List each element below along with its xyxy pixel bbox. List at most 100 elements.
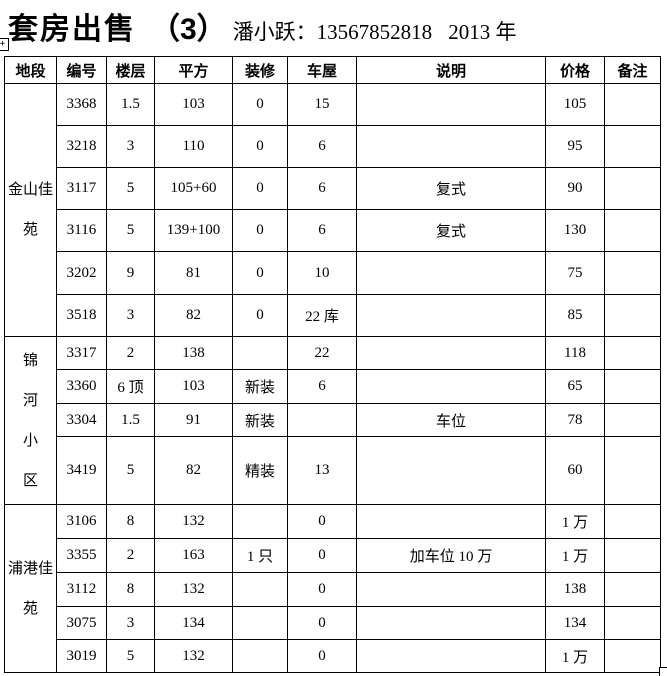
- cell-remark: [604, 336, 661, 370]
- cell-number: 3360: [56, 369, 107, 404]
- cell-description: [356, 436, 546, 505]
- cell-area: 132: [154, 504, 233, 539]
- table-row: 浦港佳 苑 3106 8 132 0 1 万: [4, 504, 661, 673]
- cell-floor: 8: [106, 504, 155, 539]
- table-row: 锦 河 小 区 3317 2 138 22 118: [4, 336, 661, 505]
- cell-price: 1 万: [545, 504, 605, 539]
- cell-garage: 0: [287, 639, 357, 673]
- cell-decoration: 0: [232, 251, 288, 295]
- cell-number: 3218: [56, 125, 107, 168]
- cell-location: 锦 河 小 区: [4, 336, 57, 505]
- cell-remark: [604, 504, 661, 539]
- cell-number: 3304: [56, 403, 107, 437]
- cell-description: [356, 83, 546, 126]
- cell-description: [356, 125, 546, 168]
- cell-decoration: 新装: [232, 369, 288, 404]
- cell-garage: 6: [287, 369, 357, 404]
- cell-decoration: 0: [232, 167, 288, 210]
- table-move-handle[interactable]: +: [0, 38, 9, 51]
- table-row: 3218 3 110 0 6 95: [5, 125, 661, 168]
- cell-area: 134: [154, 606, 233, 640]
- cell-price: 1 万: [545, 639, 605, 673]
- cell-area: 105+60: [154, 167, 233, 210]
- cell-price: 60: [545, 436, 605, 505]
- cell-area: 82: [154, 294, 233, 337]
- cell-garage: 0: [287, 606, 357, 640]
- cell-remark: [604, 125, 661, 168]
- cell-remark: [604, 294, 661, 337]
- cell-floor: 3: [106, 606, 155, 640]
- cell-decoration: [232, 504, 288, 539]
- cell-garage: [287, 403, 357, 437]
- cell-garage: 22: [287, 336, 357, 370]
- cell-floor: 1.5: [106, 83, 155, 126]
- cell-number: 3116: [56, 209, 107, 252]
- cell-area: 139+100: [154, 209, 233, 252]
- header-row: 地段 编号 楼层 平方 装修 车屋 说明 价格 备注: [4, 56, 661, 84]
- cell-area: 110: [154, 125, 233, 168]
- cell-floor: 8: [106, 572, 155, 607]
- cell-remark: [604, 572, 661, 607]
- title-agent-phone: 潘小跃：13567852818: [232, 20, 433, 44]
- document-title: 套房出售 （3） 潘小跃：13567852818 2013 年: [8, 4, 516, 48]
- cell-area: 132: [154, 572, 233, 607]
- cell-description: [356, 336, 546, 370]
- cell-description: [356, 294, 546, 337]
- cell-area: 163: [154, 538, 233, 573]
- cell-number: 3317: [56, 336, 107, 370]
- cell-location: 金山佳 苑: [4, 83, 57, 337]
- cell-number: 3075: [56, 606, 107, 640]
- cell-garage: 0: [287, 572, 357, 607]
- cell-area: 103: [154, 369, 233, 404]
- cell-remark: [604, 606, 661, 640]
- cell-decoration: 新装: [232, 403, 288, 437]
- cell-description: [356, 639, 546, 673]
- cell-decoration: [232, 572, 288, 607]
- cell-garage: 13: [287, 436, 357, 505]
- cell-description: [356, 504, 546, 539]
- cell-number: 3112: [56, 572, 107, 607]
- table-resize-handle[interactable]: [659, 667, 667, 676]
- cell-floor: 2: [106, 336, 155, 370]
- cell-description: [356, 606, 546, 640]
- cell-decoration: 0: [232, 294, 288, 337]
- table-row: 3117 5 105+60 0 6 复式 90: [5, 167, 661, 210]
- cell-decoration: [232, 606, 288, 640]
- col-header-description: 说明: [356, 56, 546, 84]
- col-header-location: 地段: [4, 56, 57, 84]
- col-header-area: 平方: [154, 56, 233, 84]
- cell-area: 81: [154, 251, 233, 295]
- cell-decoration: 精装: [232, 436, 288, 505]
- cell-description: 加车位 10 万: [356, 538, 546, 573]
- cell-location: 浦港佳 苑: [4, 504, 57, 673]
- cell-garage: 6: [287, 209, 357, 252]
- cell-floor: 6 顶: [106, 369, 155, 404]
- table-row: 3202 9 81 0 10 75: [5, 251, 661, 295]
- cell-remark: [604, 538, 661, 573]
- cell-remark: [604, 83, 661, 126]
- cell-area: 132: [154, 639, 233, 673]
- table-row: 3304 1.5 91 新装 车位 78: [5, 403, 661, 437]
- title-year: 2013 年: [448, 20, 517, 44]
- cell-number: 3202: [56, 251, 107, 295]
- cell-number: 3355: [56, 538, 107, 573]
- cell-number: 3518: [56, 294, 107, 337]
- cell-decoration: [232, 336, 288, 370]
- cell-garage: 22 库: [287, 294, 357, 337]
- col-header-number: 编号: [56, 56, 107, 84]
- cell-price: 95: [545, 125, 605, 168]
- table-row: 3518 3 82 0 22 库 85: [5, 294, 661, 337]
- cell-number: 3019: [56, 639, 107, 673]
- col-header-floor: 楼层: [106, 56, 155, 84]
- cell-number: 3368: [56, 83, 107, 126]
- table-row: 3419 5 82 精装 13 60: [5, 436, 661, 505]
- cell-price: 138: [545, 572, 605, 607]
- cell-description: [356, 369, 546, 404]
- cell-price: 118: [545, 336, 605, 370]
- cell-floor: 5: [106, 167, 155, 210]
- cell-area: 82: [154, 436, 233, 505]
- table-row: 3019 5 132 0 1 万: [5, 639, 661, 673]
- cell-remark: [604, 639, 661, 673]
